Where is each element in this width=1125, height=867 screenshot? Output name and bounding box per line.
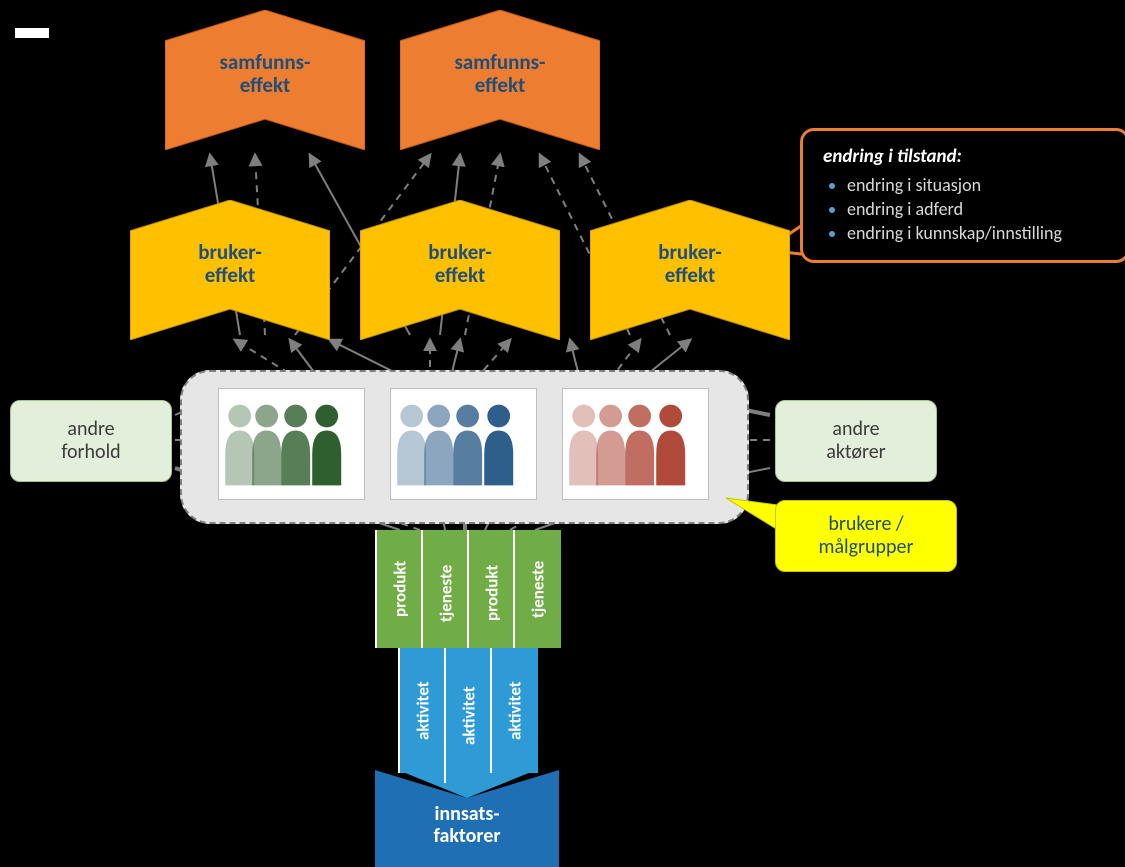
callout-item: endring i situasjon bbox=[847, 174, 1109, 196]
innsats-box: innsats-faktorer bbox=[375, 790, 559, 860]
andre-aktorer-box: andreaktører bbox=[775, 400, 937, 482]
people-group-red bbox=[562, 388, 709, 500]
brukere-label: brukere /målgrupper bbox=[819, 513, 914, 559]
bruker-chevron: bruker-effekt bbox=[360, 200, 560, 340]
callout-item: endring i kunnskap/innstilling bbox=[847, 222, 1109, 244]
bruker-chevron: bruker-effekt bbox=[590, 200, 790, 340]
callout-title: endring i tilstand: bbox=[823, 145, 1109, 168]
produkt-strip: tjeneste bbox=[421, 530, 469, 656]
produkt-strip: produkt bbox=[467, 530, 515, 656]
samfunns-chevron: samfunns-effekt bbox=[400, 10, 600, 150]
aktivitet-strip: aktivitet bbox=[398, 648, 446, 773]
brukere-box: brukere /målgrupper bbox=[775, 500, 957, 572]
callout-item: endring i adferd bbox=[847, 198, 1109, 220]
andre-forhold-box: andreforhold bbox=[10, 400, 172, 482]
aktivitet-strip: aktivitet bbox=[444, 648, 492, 783]
samfunns-chevron: samfunns-effekt bbox=[165, 10, 365, 150]
people-group-green bbox=[218, 388, 365, 500]
andre-forhold-label: andreforhold bbox=[61, 418, 120, 464]
bruker-chevron: bruker-effekt bbox=[130, 200, 330, 340]
callout-endring: endring i tilstand: endring i situasjon … bbox=[800, 128, 1125, 263]
andre-aktorer-label: andreaktører bbox=[826, 418, 885, 464]
produkt-strip: tjeneste bbox=[513, 530, 561, 648]
callout-list: endring i situasjon endring i adferd end… bbox=[823, 174, 1109, 244]
aktivitet-strip: aktivitet bbox=[490, 648, 538, 773]
innsats-label: innsats-faktorer bbox=[434, 803, 501, 847]
people-group-blue bbox=[390, 388, 537, 500]
produkt-strip: produkt bbox=[375, 530, 423, 648]
